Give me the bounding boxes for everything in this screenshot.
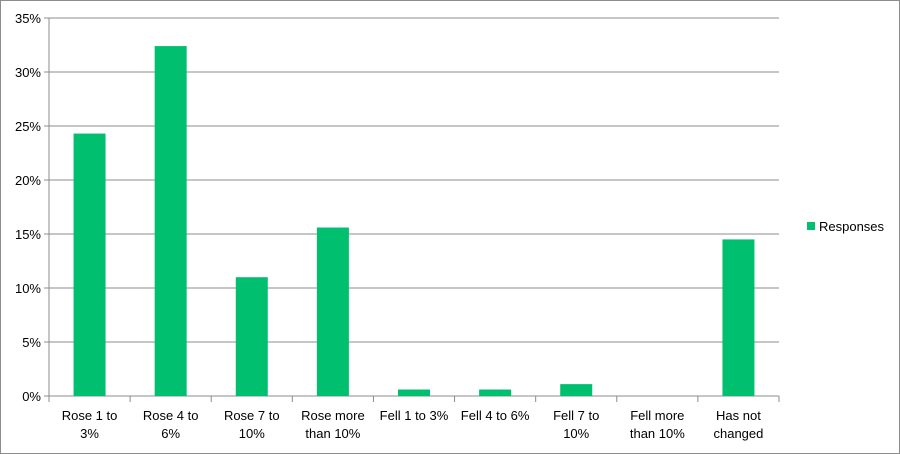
x-tick-label: Rose more than 10% [301,408,365,441]
bar [479,389,512,396]
x-tick-label: Rose 1 to 3% [62,408,118,441]
x-tick-labels: Rose 1 to 3% Rose 4 to 6% Rose 7 to 10% Rose m… [62,408,764,441]
bar [73,133,106,396]
axes [44,17,780,402]
x-tick-label: Has not changed [713,408,763,441]
y-tick-label: 10% [15,281,41,296]
y-tick-label: 0% [22,389,41,404]
bar [398,389,430,396]
y-tick-label: 15% [15,227,41,242]
x-tick-label: Fell 1 to 3% [380,408,449,423]
x-tick-label: Fell 7 to 10% [553,408,599,441]
bar [722,239,755,396]
x-tick-label: Fell 4 to 6% [461,408,530,423]
bar [316,227,349,396]
x-tick-label: Rose 4 to 6% [143,408,199,441]
bar [154,46,187,397]
y-tick-label: 30% [15,65,41,80]
y-tick-label: 35% [15,11,41,26]
legend-swatch [807,222,815,230]
y-tick-labels: 0% 5% 10% 15% 20% 25% 30% 35% [15,11,41,404]
y-tick-label: 5% [22,335,41,350]
legend: Responses [807,219,885,234]
y-tick-label: 20% [15,173,41,188]
legend-label: Responses [819,219,885,234]
x-tick-label: Fell more than 10% [630,408,685,441]
bar [235,277,268,396]
bar [560,384,593,396]
y-tick-label: 25% [15,119,41,134]
bars [73,46,755,397]
x-tick-label: Rose 7 to 10% [224,408,280,441]
